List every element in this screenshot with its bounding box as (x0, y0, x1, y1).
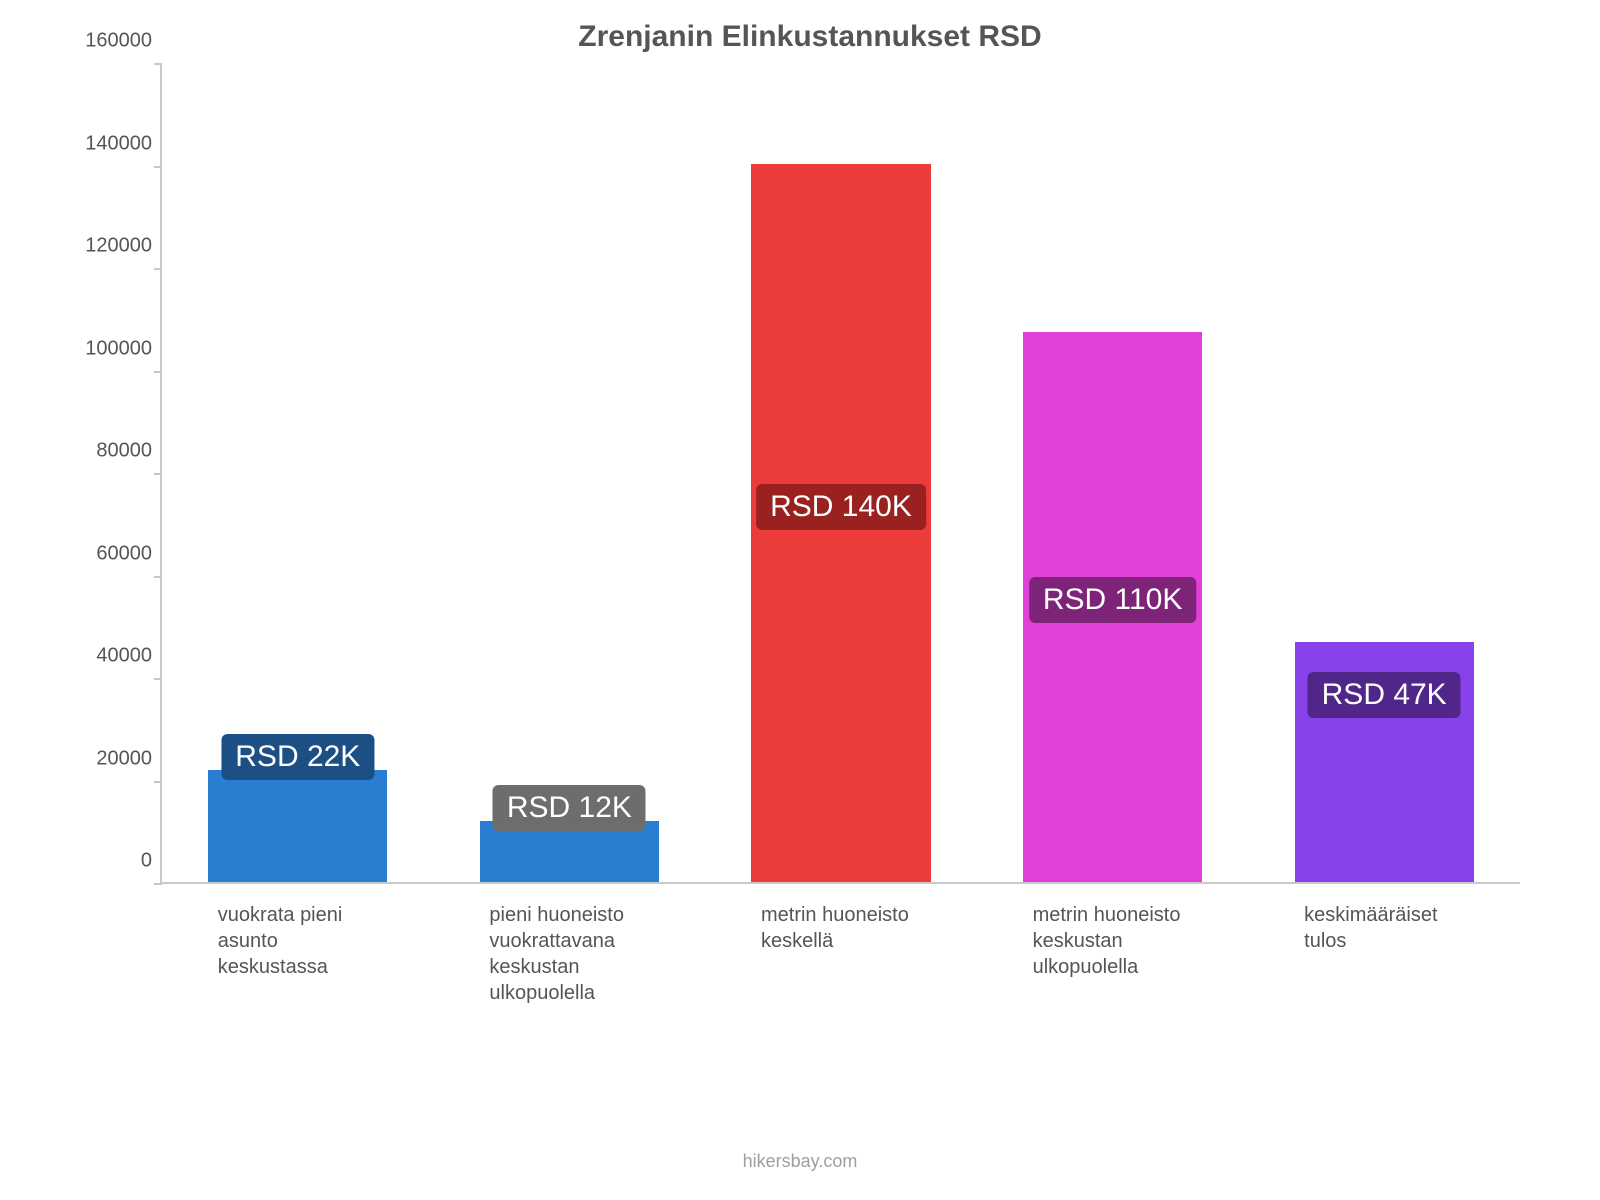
y-tick-label: 80000 (96, 440, 152, 463)
y-tick-label: 40000 (96, 645, 152, 668)
x-axis-label: keskimääräiset tulos (1248, 902, 1520, 1006)
bar-value-label: RSD 22K (221, 734, 374, 780)
y-tick-mark (154, 268, 162, 270)
credit-text: hikersbay.com (0, 1151, 1600, 1172)
y-tick-label: 140000 (85, 132, 152, 155)
x-axis-label: vuokrata pieni asunto keskustassa (162, 902, 434, 1006)
bar: RSD 12K (480, 821, 659, 882)
x-axis (160, 882, 1520, 884)
y-tick-mark (154, 473, 162, 475)
y-tick-label: 100000 (85, 337, 152, 360)
x-labels-group: vuokrata pieni asunto keskustassapieni h… (162, 902, 1520, 1006)
y-tick-mark (154, 678, 162, 680)
y-tick-label: 0 (141, 850, 152, 873)
bar-slot: RSD 140K (705, 64, 977, 882)
y-tick-mark (154, 166, 162, 168)
y-tick-mark (154, 63, 162, 65)
chart-plot-area: RSD 22KRSD 12KRSD 140KRSD 110KRSD 47K vu… (80, 64, 1540, 884)
bar-slot: RSD 47K (1248, 64, 1520, 882)
bar: RSD 140K (751, 164, 930, 882)
y-tick-label: 120000 (85, 235, 152, 258)
y-tick-mark (154, 883, 162, 885)
bar-value-label: RSD 47K (1308, 672, 1461, 718)
bar: RSD 110K (1023, 332, 1202, 882)
y-tick-mark (154, 576, 162, 578)
bar: RSD 22K (208, 770, 387, 882)
bar-slot: RSD 22K (162, 64, 434, 882)
x-axis-label: pieni huoneisto vuokrattavana keskustan … (434, 902, 706, 1006)
bar-value-label: RSD 140K (756, 484, 926, 530)
x-axis-label: metrin huoneisto keskustan ulkopuolella (977, 902, 1249, 1006)
bar-value-label: RSD 110K (1029, 577, 1197, 623)
y-tick-label: 60000 (96, 542, 152, 565)
chart-container: Zrenjanin Elinkustannukset RSD RSD 22KRS… (80, 20, 1540, 1120)
bar: RSD 47K (1295, 642, 1474, 882)
chart-title: Zrenjanin Elinkustannukset RSD (80, 20, 1540, 54)
y-tick-mark (154, 371, 162, 373)
bar-slot: RSD 110K (977, 64, 1249, 882)
bar-value-label: RSD 12K (493, 785, 646, 831)
bar-slot: RSD 12K (434, 64, 706, 882)
y-tick-mark (154, 781, 162, 783)
y-tick-label: 160000 (85, 30, 152, 53)
x-axis-label: metrin huoneisto keskellä (705, 902, 977, 1006)
y-tick-label: 20000 (96, 747, 152, 770)
bars-group: RSD 22K RSD 12K RSD 140K RSD 110K RSD 47K (162, 64, 1520, 882)
